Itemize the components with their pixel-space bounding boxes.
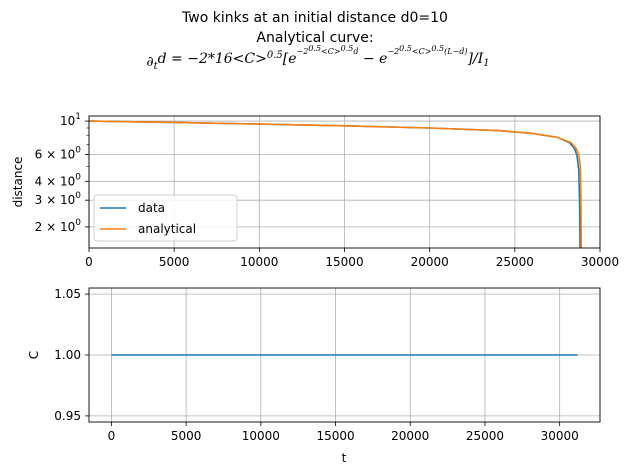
legend-label-data: data: [138, 201, 165, 215]
title-line-1: Two kinks at an initial distance d0=10: [181, 10, 448, 26]
top-y-tick-label: 3 × 100: [35, 191, 82, 207]
top-x-tick-label: 10000: [240, 255, 278, 269]
top-x-tick-label: 25000: [496, 255, 534, 269]
top-x-ticks: 0 5000 10000 15000 20000 25000 30000: [85, 248, 619, 269]
top-y-tick-label: 101: [60, 112, 81, 128]
title-line-2: Analytical curve:: [256, 30, 373, 46]
bottom-x-axis-label: t: [342, 451, 347, 465]
bottom-x-tick-label: 15000: [316, 429, 354, 443]
bottom-x-tick-label: 10000: [242, 429, 280, 443]
top-y-tick-label: 2 × 100: [35, 218, 82, 234]
bottom-x-tick-label: 30000: [541, 429, 579, 443]
bottom-y-axis-label: C: [27, 351, 41, 359]
bottom-y-ticks: 0.95 1.00 1.05: [54, 287, 89, 423]
legend-label-analytical: analytical: [138, 222, 196, 236]
top-y-ticks: 101 6 × 100 4 × 100 3 × 100 2 × 100: [35, 112, 89, 234]
top-series: [89, 120, 583, 248]
top-y-axis-label: distance: [11, 157, 25, 208]
bottom-y-tick-label: 0.95: [54, 409, 81, 423]
legend: data analytical: [93, 194, 238, 242]
top-x-tick-label: 0: [85, 255, 93, 269]
top-y-tick-label: 4 × 100: [35, 172, 82, 188]
bottom-x-ticks: 0 5000 10000 15000 20000 25000 30000: [108, 422, 579, 443]
c-axes: 0 5000 10000 15000 20000 25000 30000 0.95 1.00 1…: [27, 287, 601, 465]
top-x-tick-label: 20000: [411, 255, 449, 269]
top-y-tick-label: 6 × 100: [35, 146, 82, 162]
bottom-y-tick-label: 1.00: [54, 348, 81, 362]
legend-frame: [93, 194, 238, 242]
bottom-x-tick-label: 5000: [171, 429, 202, 443]
bottom-x-tick-label: 25000: [466, 429, 504, 443]
bottom-y-tick-label: 1.05: [54, 287, 81, 301]
series-line-analytical: [89, 120, 583, 248]
top-x-tick-label: 5000: [159, 255, 190, 269]
bottom-x-tick-label: 0: [108, 429, 116, 443]
top-x-tick-label: 15000: [325, 255, 363, 269]
title-line-3: ∂td = −2*16<C>0.5[e−20.5<C>0.5d − e−20.5…: [146, 44, 489, 72]
distance-axes: 0 5000 10000 15000 20000 25000 30000 101 6 × 10…: [11, 112, 619, 269]
top-x-tick-label: 30000: [581, 255, 619, 269]
bottom-x-tick-label: 20000: [391, 429, 429, 443]
